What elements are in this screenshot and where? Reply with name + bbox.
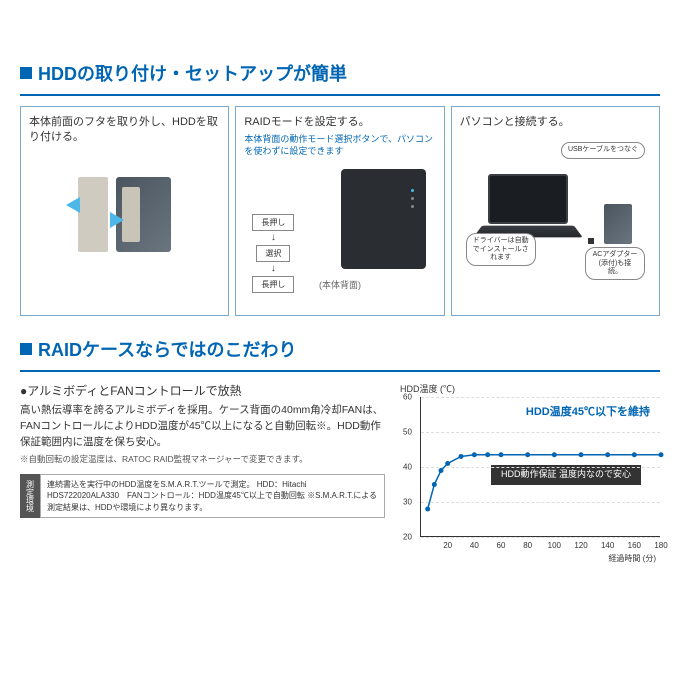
- section1-title-text: HDDの取り付け・セットアップが簡単: [38, 60, 347, 86]
- steps-row: 本体前面のフタを取り外し、HDDを取り付ける。 RAIDモードを設定する。 本体…: [20, 106, 660, 316]
- chart-ytick: 20: [403, 533, 412, 542]
- env-content: 連続書込を実行中のHDD温度をS.M.A.R.T.ツールで測定。 HDD：Hit…: [40, 474, 385, 518]
- bullet-icon: [20, 343, 32, 355]
- chart-xtick: 20: [443, 541, 452, 550]
- chart-xtick: 160: [628, 541, 641, 550]
- chart-ytick: 60: [403, 393, 412, 402]
- callout-usb: USBケーブルをつなぐ: [561, 142, 645, 158]
- chart-ytitle: HDD温度 (℃): [400, 382, 660, 395]
- arrow-down-icon: ↓: [271, 233, 276, 243]
- device-rear-graphic: [341, 169, 426, 269]
- callout-driver: ドライバーは自動でインストールされます: [466, 233, 536, 266]
- front-cover-graphic: [78, 177, 108, 252]
- flow-step: 選択: [256, 245, 290, 262]
- env-label: 測定環境: [20, 474, 40, 518]
- section2-bodytext: 高い熱伝導率を誇るアルミボディを採用。ケース背面の40mm角冷却FANは、FAN…: [20, 403, 385, 450]
- temperature-chart: HDD温度 (℃) HDD温度45℃以下を維持 HDD動作保証 温度内なので安心…: [400, 382, 660, 564]
- chart-xtick: 140: [601, 541, 614, 550]
- chart-ytick: 30: [403, 498, 412, 507]
- section2-title-text: RAIDケースならではのこだわり: [38, 336, 297, 362]
- chart-ytick: 40: [403, 463, 412, 472]
- step3-label: パソコンと接続する。: [460, 115, 651, 130]
- section1-underline: [20, 94, 660, 96]
- step-3: パソコンと接続する。 USBケーブルをつなぐ ドライバーは自動でインストールされ…: [451, 106, 660, 316]
- arrow-left-icon: [66, 197, 80, 213]
- step1-illustration: [29, 150, 220, 280]
- adapter-graphic: [588, 238, 594, 244]
- chart-xtick: 40: [470, 541, 479, 550]
- bullet-icon: [20, 67, 32, 79]
- step2-sublabel: 本体背面の動作モード選択ボタンで、パソコンを使わずに設定できます: [244, 134, 435, 157]
- arrow-down-icon: ↓: [271, 264, 276, 274]
- step-1: 本体前面のフタを取り外し、HDDを取り付ける。: [20, 106, 229, 316]
- chart-xtick: 100: [548, 541, 561, 550]
- small-enclosure-graphic: [604, 204, 632, 244]
- step2-flowbox: 長押し ↓ 選択 ↓ 長押し: [252, 214, 294, 293]
- step-2: RAIDモードを設定する。 本体背面の動作モード選択ボタンで、パソコンを使わずに…: [235, 106, 444, 316]
- section2-title: RAIDケースならではのこだわり: [20, 336, 660, 362]
- chart-ytick: 50: [403, 428, 412, 437]
- step1-label: 本体前面のフタを取り外し、HDDを取り付ける。: [29, 115, 220, 146]
- flow-step: 長押し: [252, 214, 294, 231]
- enclosure-graphic: [116, 177, 171, 252]
- callout-ac: ACアダプター(添付)も接続。: [585, 247, 645, 280]
- step2-label: RAIDモードを設定する。: [244, 115, 435, 130]
- env-box: 測定環境 連続書込を実行中のHDD温度をS.M.A.R.T.ツールで測定。 HD…: [20, 474, 385, 518]
- chart-xtick: 80: [523, 541, 532, 550]
- section2-subtitle: ●アルミボディとFANコントロールで放熱: [20, 382, 385, 399]
- chart-xtick: 180: [654, 541, 667, 550]
- section1-title: HDDの取り付け・セットアップが簡単: [20, 60, 660, 86]
- arrow-right-icon: [110, 212, 124, 228]
- chart-xtick: 60: [497, 541, 506, 550]
- chart-xtitle: 経過時間 (分): [400, 553, 656, 564]
- chart-xtick: 120: [574, 541, 587, 550]
- section2-body: ●アルミボディとFANコントロールで放熱 高い熱伝導率を誇るアルミボディを採用。…: [20, 382, 660, 564]
- step3-illustration: USBケーブルをつなぐ ドライバーは自動でインストールされます ACアダプター(…: [460, 134, 651, 284]
- step2-illustration: 長押し ↓ 選択 ↓ 長押し: [244, 164, 435, 274]
- flow-step: 長押し: [252, 276, 294, 293]
- section2-underline: [20, 370, 660, 372]
- section2-note: ※自動回転の設定温度は、RATOC RAID監視マネージャーで変更できます。: [20, 454, 385, 466]
- section2-left: ●アルミボディとFANコントロールで放熱 高い熱伝導率を誇るアルミボディを採用。…: [20, 382, 385, 564]
- chart-area: HDD温度45℃以下を維持 HDD動作保証 温度内なので安心 203040506…: [420, 397, 660, 537]
